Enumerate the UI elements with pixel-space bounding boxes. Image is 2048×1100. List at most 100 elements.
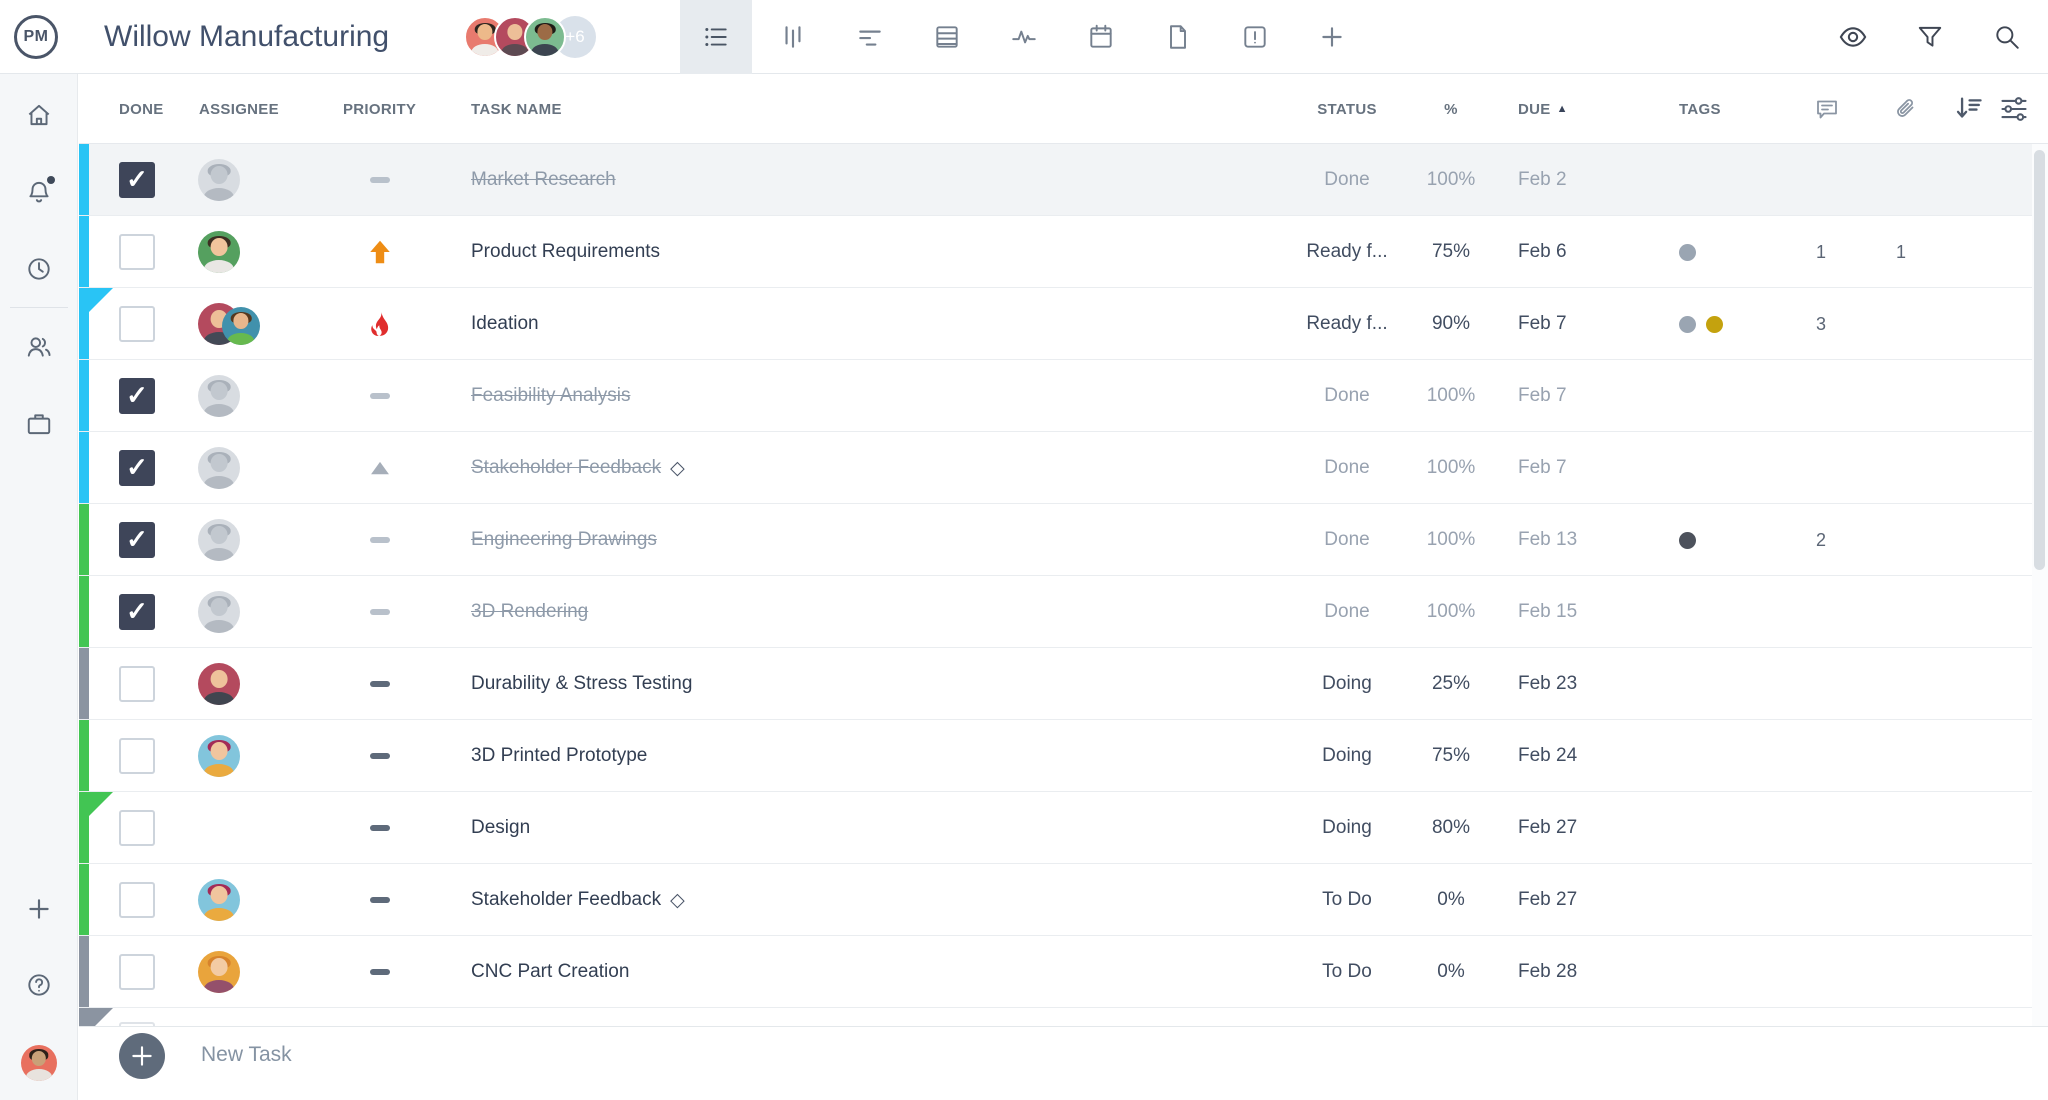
attachments-indicator[interactable]: 1 xyxy=(1889,216,1906,288)
eye-icon[interactable] xyxy=(1826,0,1880,74)
status-cell[interactable]: Done xyxy=(1324,601,1370,622)
due-date-cell[interactable]: Feb 28 xyxy=(1518,961,1578,982)
done-checkbox[interactable]: ✓ xyxy=(119,162,155,198)
task-row[interactable]: ✓ 3D Rendering Done 100% Feb 15 xyxy=(79,576,2048,648)
assignee-avatars[interactable] xyxy=(198,879,240,921)
done-checkbox[interactable]: ✓ xyxy=(119,450,155,486)
sidebar-home-icon[interactable] xyxy=(0,101,78,129)
comments-column-icon[interactable] xyxy=(1807,74,1847,144)
task-name[interactable]: CNC Part Creation xyxy=(471,961,630,982)
scrollbar-track[interactable] xyxy=(2032,144,2048,1026)
status-cell[interactable]: Done xyxy=(1324,169,1370,190)
filter-icon[interactable] xyxy=(1903,0,1957,74)
column-header-done[interactable]: DONE xyxy=(119,100,164,118)
percent-cell[interactable]: 100% xyxy=(1426,169,1476,190)
current-user-avatar[interactable] xyxy=(21,1045,57,1081)
status-cell[interactable]: Doing xyxy=(1322,673,1372,694)
due-date-cell[interactable]: Feb 15 xyxy=(1518,601,1578,622)
task-name[interactable]: Product Requirements xyxy=(471,241,661,262)
done-checkbox[interactable]: ✓ xyxy=(119,234,155,270)
task-name[interactable]: Feasibility Analysis xyxy=(471,385,631,406)
comments-indicator[interactable]: 3 xyxy=(1809,288,1826,360)
task-row[interactable]: ✓ Stakeholder Feedback ◇ Done 100% Feb 7 xyxy=(79,432,2048,504)
priority-icon[interactable] xyxy=(360,216,400,288)
task-row[interactable]: ✓ Design Doing 80% Feb 27 xyxy=(79,792,2048,864)
task-row[interactable]: ✓ Market Research Done 100% Feb 2 xyxy=(79,144,2048,216)
task-name[interactable]: Stakeholder Feedback xyxy=(471,457,662,478)
task-row[interactable]: ✓ Stakeholder Feedback ◇ To Do 0% Feb 27 xyxy=(79,864,2048,936)
due-date-cell[interactable]: Feb 2 xyxy=(1518,169,1567,190)
due-date-cell[interactable]: Feb 7 xyxy=(1518,457,1567,478)
status-cell[interactable]: Ready f... xyxy=(1306,241,1388,262)
task-row[interactable]: ✓ Durability & Stress Testing Doing 25% … xyxy=(79,648,2048,720)
column-header-tags[interactable]: TAGS xyxy=(1679,100,1721,118)
task-name[interactable]: Market Research xyxy=(471,169,616,190)
attachments-column-icon[interactable] xyxy=(1886,74,1926,144)
column-header-percent[interactable]: % xyxy=(1444,100,1458,118)
column-header-assignee[interactable]: ASSIGNEE xyxy=(199,100,279,118)
task-row[interactable]: ✓ 3D Printed Prototype Doing 75% Feb 24 xyxy=(79,720,2048,792)
assignee-avatars[interactable] xyxy=(198,231,240,273)
due-date-cell[interactable]: Feb 6 xyxy=(1518,241,1567,262)
percent-cell[interactable]: 75% xyxy=(1431,241,1471,262)
percent-cell[interactable]: 100% xyxy=(1426,385,1476,406)
view-tab-plus-icon[interactable] xyxy=(1296,0,1368,74)
priority-icon[interactable] xyxy=(360,792,400,864)
sidebar-plus-icon[interactable] xyxy=(0,895,78,923)
done-checkbox[interactable]: ✓ xyxy=(119,738,155,774)
project-title[interactable]: Willow Manufacturing xyxy=(104,20,390,53)
task-name[interactable]: Engineering Drawings xyxy=(471,529,657,550)
percent-cell[interactable]: 0% xyxy=(1437,961,1465,982)
task-name[interactable]: Durability & Stress Testing xyxy=(471,673,693,694)
done-checkbox[interactable]: ✓ xyxy=(119,954,155,990)
priority-icon[interactable] xyxy=(360,864,400,936)
view-tab-gantt-icon[interactable] xyxy=(834,0,906,74)
task-row[interactable]: ✓ Engineering Drawings Done 100% Feb 13 … xyxy=(79,504,2048,576)
done-checkbox[interactable]: ✓ xyxy=(119,378,155,414)
assignee-avatars[interactable] xyxy=(198,303,260,345)
view-tab-activity-icon[interactable] xyxy=(988,0,1060,74)
assignee-avatars[interactable] xyxy=(198,951,240,993)
search-icon[interactable] xyxy=(1980,0,2034,74)
done-checkbox[interactable]: ✓ xyxy=(119,306,155,342)
view-tab-doc-icon[interactable] xyxy=(1142,0,1214,74)
new-task-button[interactable] xyxy=(119,1033,165,1079)
priority-icon[interactable] xyxy=(360,576,400,648)
tags-cell[interactable] xyxy=(1679,504,1696,576)
percent-cell[interactable]: 90% xyxy=(1431,313,1471,334)
sidebar-bell-icon[interactable] xyxy=(0,176,78,206)
percent-cell[interactable]: 80% xyxy=(1431,817,1471,838)
task-row[interactable]: ✓ Product Requirements Ready f... 75% Fe… xyxy=(79,216,2048,288)
percent-cell[interactable]: 100% xyxy=(1426,529,1476,550)
priority-icon[interactable] xyxy=(360,432,400,504)
status-cell[interactable]: Ready f... xyxy=(1306,313,1388,334)
task-name[interactable]: 3D Rendering xyxy=(471,601,589,622)
due-date-cell[interactable]: Feb 13 xyxy=(1518,529,1578,550)
percent-cell[interactable]: 25% xyxy=(1431,673,1471,694)
done-checkbox[interactable]: ✓ xyxy=(119,522,155,558)
status-cell[interactable]: Doing xyxy=(1322,745,1372,766)
due-date-cell[interactable]: Feb 7 xyxy=(1518,385,1567,406)
priority-icon[interactable] xyxy=(360,288,400,360)
done-checkbox[interactable]: ✓ xyxy=(119,882,155,918)
status-cell[interactable]: To Do xyxy=(1322,889,1372,910)
due-date-cell[interactable]: Feb 27 xyxy=(1518,889,1578,910)
tags-cell[interactable] xyxy=(1679,216,1696,288)
priority-icon[interactable] xyxy=(360,360,400,432)
column-header-priority[interactable]: PRIORITY xyxy=(343,100,417,118)
assignee-avatars[interactable] xyxy=(198,519,240,561)
assignee-avatars[interactable] xyxy=(198,447,240,489)
column-header-task[interactable]: TASK NAME xyxy=(471,100,562,118)
assignee-avatars[interactable] xyxy=(198,663,240,705)
view-tab-list-icon[interactable] xyxy=(680,0,752,74)
sidebar-users-icon[interactable] xyxy=(0,333,78,361)
due-date-cell[interactable]: Feb 27 xyxy=(1518,817,1578,838)
team-avatar-stack[interactable]: +6 xyxy=(464,16,596,58)
priority-icon[interactable] xyxy=(360,144,400,216)
column-header-status[interactable]: STATUS xyxy=(1317,100,1377,118)
assignee-avatars[interactable] xyxy=(198,159,240,201)
task-name[interactable]: 3D Printed Prototype xyxy=(471,745,648,766)
done-checkbox[interactable]: ✓ xyxy=(119,810,155,846)
task-row[interactable]: ✓ CNC Part Creation To Do 0% Feb 28 xyxy=(79,936,2048,1008)
view-tab-board-icon[interactable] xyxy=(757,0,829,74)
